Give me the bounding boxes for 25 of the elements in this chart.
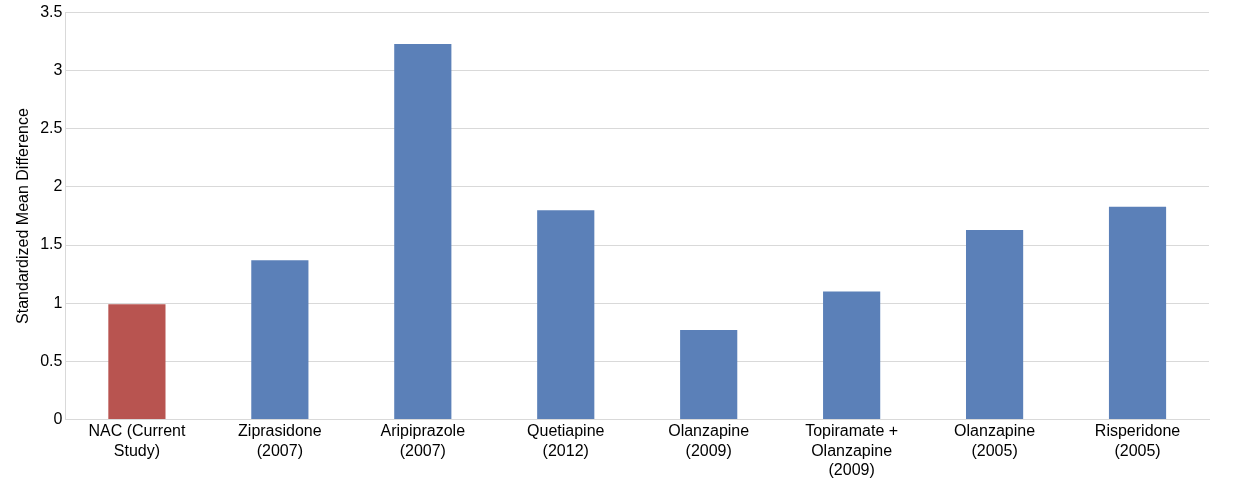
bar [394, 43, 452, 419]
x-tick-label: Risperidone (2005) [1094, 422, 1181, 459]
bar [537, 210, 595, 419]
y-tick-label: 1.5 [40, 235, 63, 253]
y-tick-label: 3.5 [40, 3, 63, 21]
x-tick-label: Olanzapine (2009) [668, 422, 750, 459]
bar [823, 291, 881, 419]
bar [680, 329, 738, 419]
x-tick-label: Quetiapine (2012) [527, 422, 605, 459]
x-tick-label: Olanzapine (2005) [954, 422, 1036, 459]
bar [251, 260, 309, 419]
x-tick-label: NAC (Current Study) [88, 422, 186, 459]
y-axis-title: Standardized Mean Difference [14, 107, 32, 324]
x-tick-label: Topiramate + Olanzapine (2009) [805, 422, 899, 478]
y-tick-label: 3 [53, 61, 63, 79]
bar [1108, 206, 1167, 419]
y-tick-label: 1 [53, 293, 63, 311]
x-tick-label: Ziprasidone (2007) [238, 422, 322, 459]
bar [965, 229, 1024, 419]
y-tick-label: 2.5 [40, 119, 63, 137]
x-tick-label: Aripiprazole (2007) [380, 422, 466, 459]
y-tick-label: 0.5 [40, 351, 63, 369]
bar [108, 304, 166, 419]
y-tick-label: 0 [53, 409, 63, 427]
y-tick-label: 2 [53, 177, 63, 195]
